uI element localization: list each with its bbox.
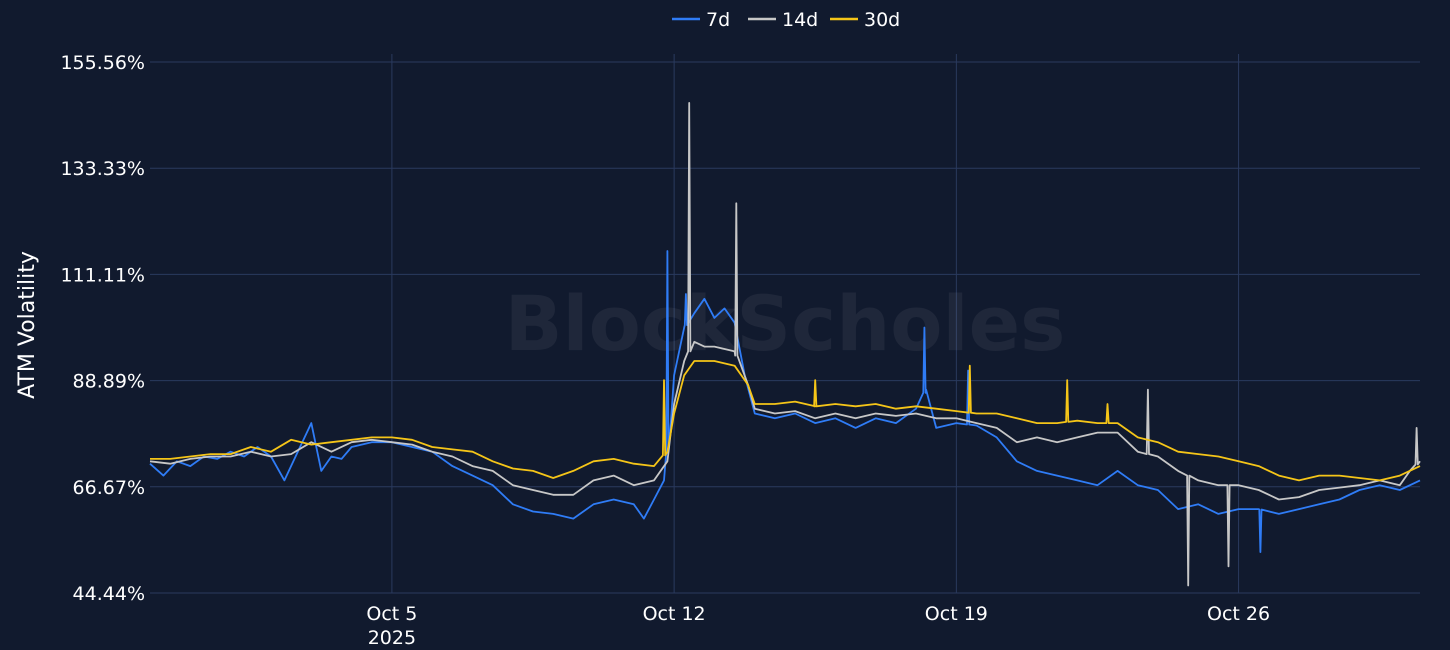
x-tick-label: Oct 12 (643, 603, 706, 625)
x-tick-label: Oct 5 (366, 603, 417, 625)
series-line-7d (149, 250, 1421, 553)
legend-label: 14d (782, 9, 818, 31)
x-tick-label: Oct 19 (925, 603, 988, 625)
y-axis-title: ATM Volatility (15, 251, 40, 399)
series-layer (149, 102, 1421, 587)
y-tick-label: 88.89% (73, 371, 145, 393)
x-tick-sublabel: 2025 (368, 627, 416, 649)
legend-item-7d[interactable]: 7d (672, 9, 730, 31)
y-tick-label: 111.11% (60, 264, 145, 286)
legend[interactable]: 7d 14d 30d (672, 9, 900, 31)
y-axis: 44.44% 66.67% 88.89% 111.11% 133.33% 155.56% (60, 52, 145, 605)
y-tick-label: 133.33% (60, 158, 145, 180)
grid (150, 54, 1420, 594)
y-tick-label: 44.44% (73, 583, 145, 605)
watermark: BlockScholes (505, 279, 1066, 368)
legend-item-14d[interactable]: 14d (748, 9, 818, 31)
legend-label: 7d (706, 9, 730, 31)
y-tick-label: 155.56% (60, 52, 145, 74)
legend-item-30d[interactable]: 30d (830, 9, 900, 31)
legend-label: 30d (864, 9, 900, 31)
series-line-30d (150, 360, 1421, 482)
x-tick-label: Oct 26 (1207, 603, 1270, 625)
y-tick-label: 66.67% (73, 477, 145, 499)
series-line-14d (149, 102, 1421, 587)
